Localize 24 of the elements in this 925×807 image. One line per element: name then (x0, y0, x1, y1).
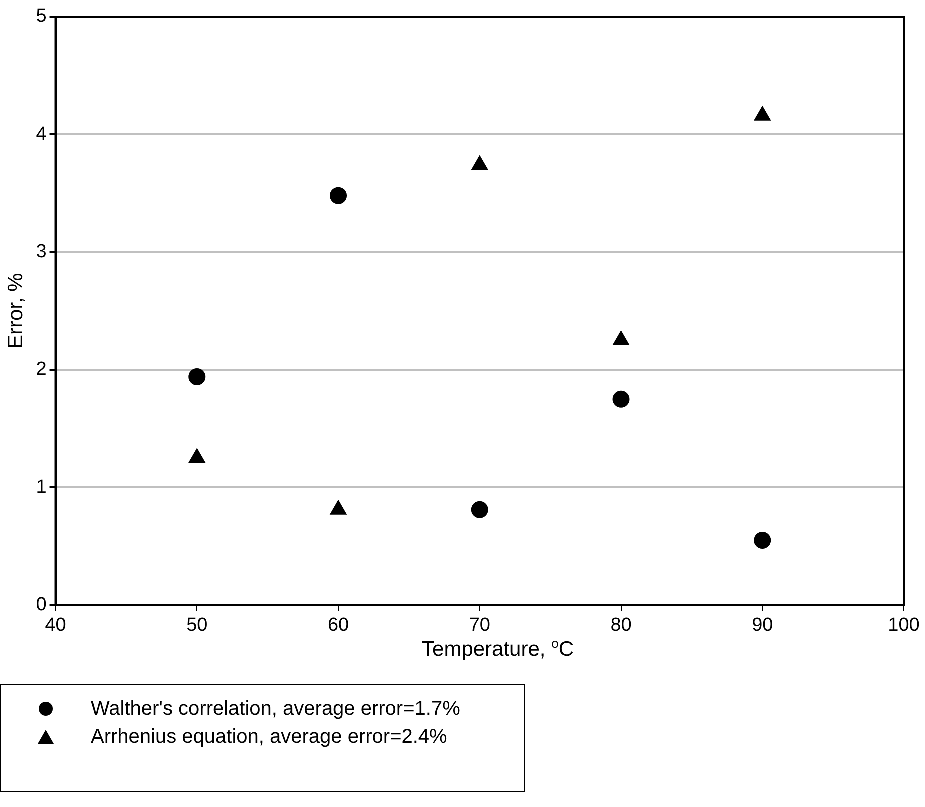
legend-label: Arrhenius equation, average error=2.4% (91, 726, 448, 748)
x-tick-label: 100 (888, 614, 920, 636)
point (612, 390, 630, 408)
y-tick-label: 0 (36, 594, 47, 616)
y-tick-label: 2 (36, 359, 47, 380)
y-tick-label: 1 (36, 476, 47, 498)
point (471, 501, 488, 518)
x-tick-label: 90 (752, 614, 774, 636)
point (612, 331, 630, 346)
point (472, 156, 488, 170)
point (188, 368, 206, 386)
point (754, 106, 771, 121)
x-tick-label: 60 (328, 614, 350, 636)
y-tick-label: 5 (36, 6, 47, 28)
point (754, 532, 772, 549)
y-axis-title: Error, % (4, 273, 28, 350)
x-tick-label: 40 (45, 614, 66, 636)
y-tick-label: 3 (36, 242, 47, 263)
legend-label: Walther's correlation, average error=1.7% (91, 698, 460, 720)
x-axis-title: Temperature, $^{o}$C (421, 636, 575, 662)
x-tick-label: 80 (610, 614, 632, 636)
y-tick-label: 4 (36, 124, 48, 145)
x-tick-label: 50 (186, 614, 208, 636)
x-tick-label: 70 (469, 614, 490, 636)
